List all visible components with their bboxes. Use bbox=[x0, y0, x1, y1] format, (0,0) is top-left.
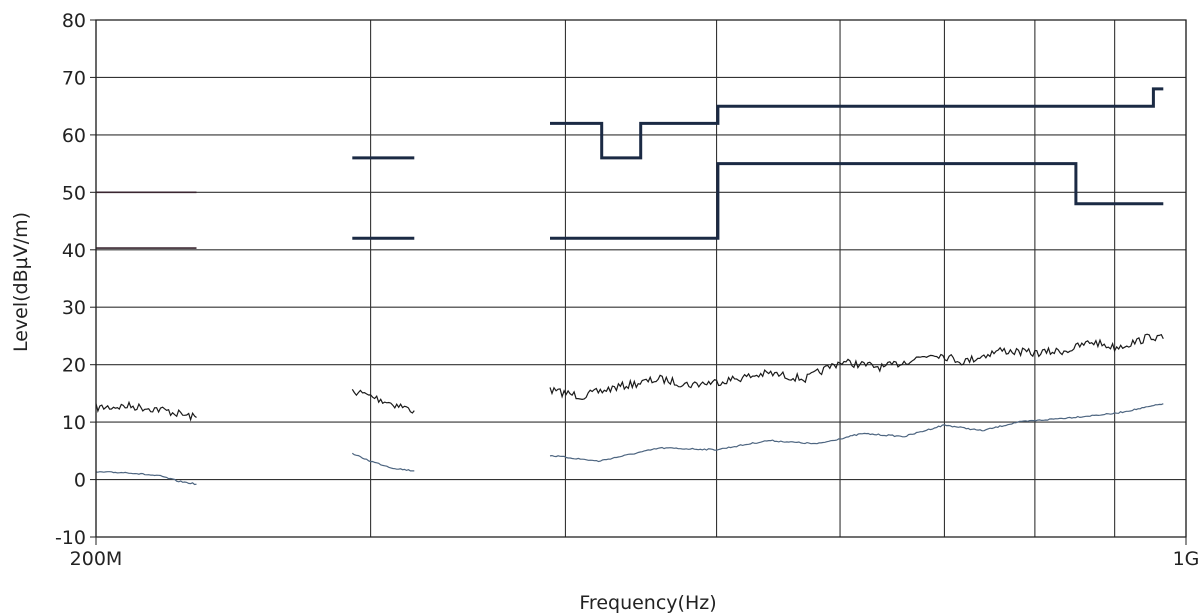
tick-labels: -10 0 10 20 30 40 50 60 70 80 200M 1G bbox=[55, 10, 1199, 570]
x-axis-title: Frequency(Hz) bbox=[579, 592, 716, 614]
limit-line bbox=[550, 87, 1164, 160]
y-tick-label: 60 bbox=[62, 125, 86, 147]
plot-area bbox=[95, 87, 1164, 486]
x-tick-label: 200M bbox=[70, 548, 123, 570]
y-tick-label: 20 bbox=[62, 355, 86, 377]
x-tick-label: 1G bbox=[1173, 548, 1200, 570]
plot-frame bbox=[95, 19, 1187, 538]
average-line bbox=[549, 403, 1164, 463]
peak-line bbox=[95, 400, 197, 422]
y-tick-label: 40 bbox=[62, 240, 86, 262]
y-tick-label: -10 bbox=[55, 527, 86, 549]
y-tick-label: 30 bbox=[62, 297, 86, 319]
peak-line bbox=[549, 333, 1164, 401]
peak-line bbox=[351, 388, 415, 414]
y-tick-label: 70 bbox=[62, 67, 86, 89]
y-axis-title: Level(dBµV/m) bbox=[10, 212, 32, 352]
y-tick-label: 0 bbox=[74, 470, 86, 492]
grid bbox=[95, 19, 1187, 538]
y-tick-label: 80 bbox=[62, 10, 86, 32]
axes bbox=[90, 19, 1187, 545]
limit-line bbox=[550, 162, 1164, 240]
y-tick-label: 50 bbox=[62, 182, 86, 204]
y-tick-label: 10 bbox=[62, 412, 86, 434]
average-line bbox=[351, 452, 415, 472]
average-line bbox=[95, 471, 197, 486]
